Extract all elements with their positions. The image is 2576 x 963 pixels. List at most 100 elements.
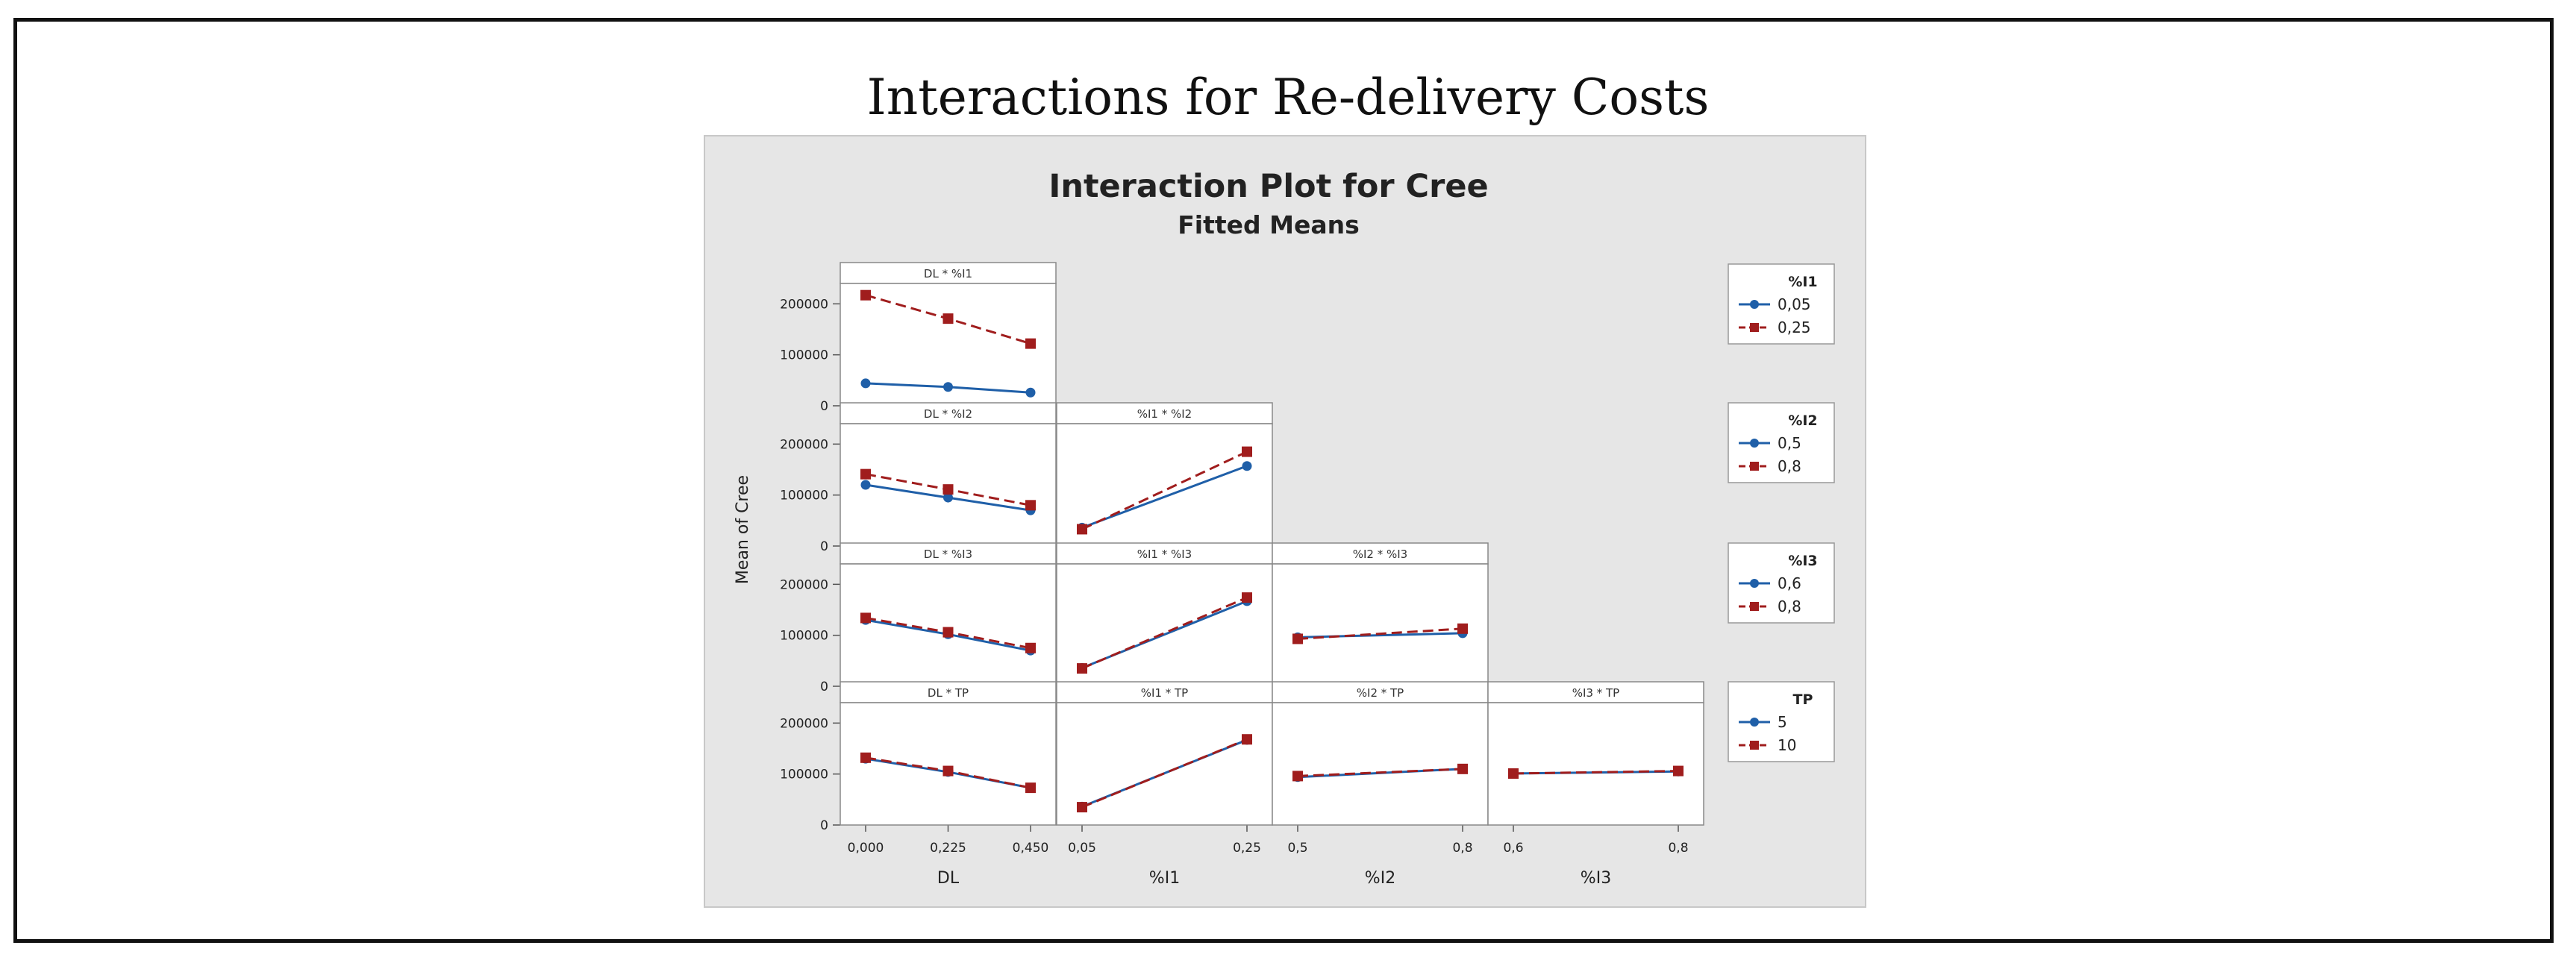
page-title: Interactions for Re-delivery Costs <box>866 69 1710 126</box>
data-point <box>942 765 954 777</box>
y-tick-label: 100000 <box>780 489 828 504</box>
x-tick-label: 0,5 <box>1287 841 1307 856</box>
x-tick-label: 0,8 <box>1668 841 1688 856</box>
x-tick-label: 0,25 <box>1233 841 1261 856</box>
x-axis-label: %I2 <box>1365 869 1395 888</box>
legend-title: %I3 <box>1788 553 1817 569</box>
panel-label: %I1 * %I2 <box>1137 407 1192 421</box>
panel-plot-area <box>840 563 1057 687</box>
panel-strip <box>1056 542 1273 565</box>
chart-subtitle: Fitted Means <box>1178 210 1360 239</box>
data-point <box>1457 763 1468 774</box>
data-point <box>942 313 954 324</box>
y-tick-label: 100000 <box>780 768 828 782</box>
series-line <box>1081 465 1248 529</box>
data-point <box>1242 446 1252 457</box>
y-tick-label: 100000 <box>780 629 828 644</box>
legend-marker <box>1750 462 1759 471</box>
x-tick-label: 0,450 <box>1013 841 1049 856</box>
panel-label: DL * TP <box>928 686 969 700</box>
data-point <box>860 378 871 389</box>
data-point <box>860 289 871 301</box>
series-line <box>1081 738 1248 809</box>
legend-entry: 5 <box>1778 713 1787 731</box>
data-point <box>860 468 871 480</box>
panel-strip <box>1056 681 1273 703</box>
data-point <box>1025 387 1036 398</box>
panel-grid: 0 100000 200000 0 100000 200000 0 100000 200000 0… <box>780 262 1704 888</box>
panel-plot-area <box>840 702 1057 826</box>
data-point <box>943 382 953 392</box>
data-point <box>1242 592 1252 603</box>
data-point <box>1025 642 1036 653</box>
panel-plot-area <box>1056 702 1273 826</box>
data-point <box>1508 768 1519 779</box>
legend-entry: 0,8 <box>1778 597 1801 615</box>
data-point <box>1292 771 1303 782</box>
panel-label: %I1 * %I3 <box>1137 548 1192 561</box>
x-tick-label: 0,000 <box>848 841 884 856</box>
y-tick-label: 0 <box>820 399 828 414</box>
panel-label: %I3 * TP <box>1572 686 1619 700</box>
legend-entry: 10 <box>1778 736 1796 754</box>
y-tick-label: 0 <box>820 539 828 554</box>
panel-label: DL * %I3 <box>924 548 972 561</box>
panel-plot-area <box>1487 702 1704 826</box>
panel-strip <box>840 262 1057 284</box>
data-point <box>942 627 954 638</box>
series-line <box>1297 768 1463 777</box>
data-point <box>1077 802 1087 813</box>
panel-strip <box>840 542 1057 565</box>
data-point <box>1025 500 1036 511</box>
series-line <box>1513 770 1679 775</box>
panel-strip <box>1056 402 1273 424</box>
y-tick-label: 200000 <box>780 716 828 731</box>
x-tick-label: 0,05 <box>1068 841 1096 856</box>
data-point <box>860 612 871 624</box>
panel-strip <box>1272 681 1489 703</box>
data-point <box>860 752 871 763</box>
x-tick-label: 0,6 <box>1503 841 1523 856</box>
panel-strip <box>1487 681 1704 703</box>
panel-plot-area <box>1272 702 1489 826</box>
x-axis-label: DL <box>937 869 960 888</box>
legend-marker <box>1750 323 1759 332</box>
panel-label: DL * %I1 <box>924 267 972 280</box>
data-point <box>1242 734 1252 745</box>
panel-label: %I2 * %I3 <box>1353 548 1407 561</box>
data-point <box>860 480 871 490</box>
panel-plot-area <box>1056 563 1273 687</box>
y-tick-label: 200000 <box>780 297 828 312</box>
legend-entry: 0,8 <box>1778 457 1801 475</box>
panel-plot-area <box>1272 563 1489 687</box>
legend-marker <box>1750 439 1759 448</box>
data-point <box>1025 338 1036 349</box>
legend-entry: 0,5 <box>1778 434 1801 452</box>
legend-title: %I1 <box>1788 274 1817 290</box>
panel-label: %I1 * TP <box>1141 686 1188 700</box>
data-point <box>1077 663 1087 674</box>
data-point <box>942 484 954 495</box>
x-tick-label: 0,8 <box>1452 841 1472 856</box>
data-point <box>1025 782 1036 794</box>
chart-title: Interaction Plot for Cree <box>1048 168 1488 205</box>
legend-marker <box>1750 602 1759 611</box>
data-point <box>1242 461 1252 471</box>
y-tick-label: 0 <box>820 680 828 694</box>
x-axis-label: %I1 <box>1149 869 1180 888</box>
data-point <box>1457 623 1468 634</box>
legend-marker <box>1750 579 1759 588</box>
y-tick-label: 200000 <box>780 437 828 452</box>
legend-title: %I2 <box>1788 413 1817 429</box>
series-line <box>1297 627 1463 640</box>
panel-label: %I2 * TP <box>1357 686 1404 700</box>
legend-marker <box>1750 741 1759 750</box>
panel-plot-area <box>1056 423 1273 547</box>
y-tick-label: 0 <box>820 818 828 833</box>
y-tick-label: 100000 <box>780 348 828 363</box>
y-axis-label: Mean of Cree <box>734 475 752 584</box>
legend-marker <box>1750 718 1759 727</box>
legend-title: TP <box>1793 691 1813 708</box>
data-point <box>1673 765 1684 777</box>
